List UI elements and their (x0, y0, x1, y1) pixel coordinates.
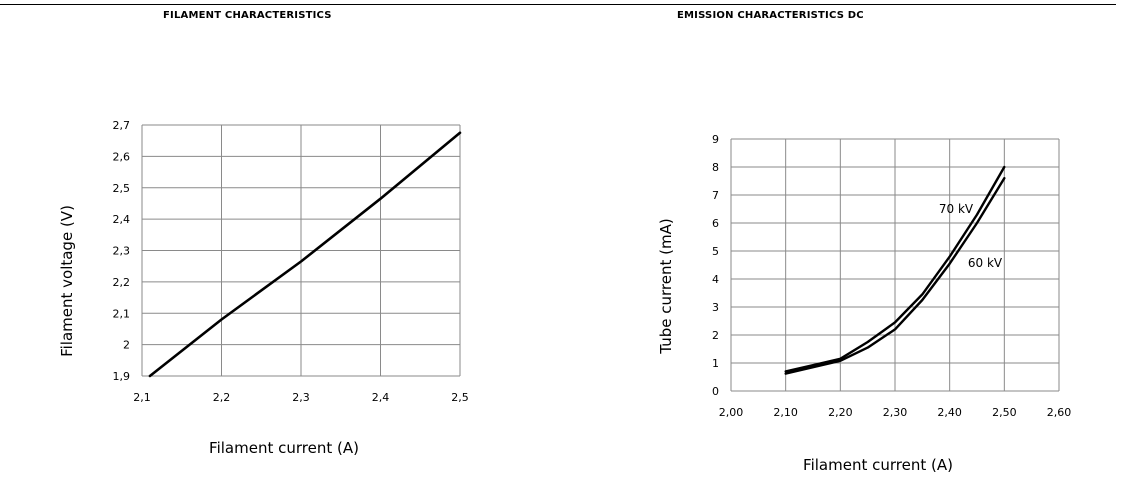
x-tick-label: 2,50 (992, 406, 1017, 419)
x-tick-label: 2,4 (372, 391, 390, 404)
y-tick-label: 8 (712, 161, 719, 174)
y-tick-label: 1,9 (113, 370, 131, 383)
x-tick-label: 2,00 (719, 406, 744, 419)
series-line-60kv (784, 176, 1006, 375)
y-tick-label: 1 (712, 357, 719, 370)
y-tick-label: 0 (712, 385, 719, 398)
chart-title-emission: EMISSION CHARACTERISTICS DC (677, 10, 864, 21)
y-tick-label: 9 (712, 133, 719, 146)
x-tick-label: 2,10 (773, 406, 798, 419)
series-label: 70 kV (939, 202, 974, 216)
x-tick-label: 2,5 (451, 391, 469, 404)
y-tick-label: 5 (712, 245, 719, 258)
y-tick-label: 6 (712, 217, 719, 230)
x-tick-label: 2,60 (1047, 406, 1072, 419)
x-tick-label: 2,20 (828, 406, 853, 419)
series-line-70kv (784, 165, 1006, 373)
y-tick-label: 2 (123, 339, 130, 352)
y-tick-label: 2,3 (113, 245, 131, 258)
y-tick-label: 4 (712, 273, 719, 286)
y-axis-title: Filament voltage (V) (58, 205, 76, 357)
chart-title-filament: FILAMENT CHARACTERISTICS (163, 10, 332, 21)
y-tick-label: 7 (712, 189, 719, 202)
x-tick-label: 2,2 (213, 391, 231, 404)
series-label: 60 kV (968, 256, 1003, 270)
x-tick-label: 2,40 (937, 406, 962, 419)
y-tick-label: 2,4 (113, 213, 131, 226)
x-axis-title: Filament current (A) (209, 439, 359, 457)
x-axis-title: Filament current (A) (803, 456, 953, 474)
y-tick-label: 3 (712, 301, 719, 314)
series-line (148, 131, 462, 378)
x-tick-label: 2,3 (292, 391, 310, 404)
y-tick-label: 2,2 (113, 276, 131, 289)
y-tick-label: 2,6 (113, 150, 131, 163)
y-tick-label: 2,1 (113, 307, 131, 320)
y-axis-title: Tube current (mA) (657, 218, 675, 354)
top-rule (0, 4, 1116, 5)
x-tick-label: 2,1 (133, 391, 151, 404)
y-tick-label: 2,7 (113, 119, 131, 132)
y-tick-label: 2,5 (113, 182, 131, 195)
y-tick-label: 2 (712, 329, 719, 342)
x-tick-label: 2,30 (883, 406, 908, 419)
